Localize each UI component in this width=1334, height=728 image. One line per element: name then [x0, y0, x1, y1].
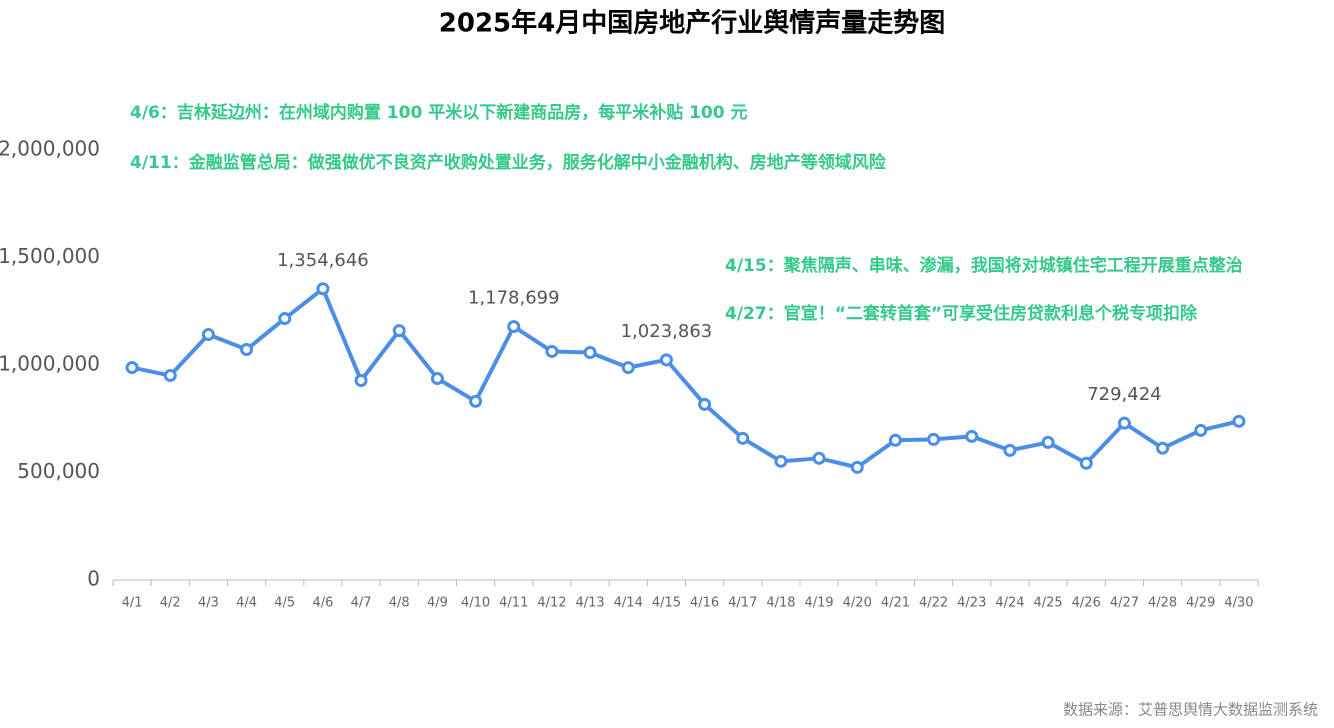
point	[392, 324, 406, 338]
point	[201, 327, 215, 341]
x-tick-label: 4/2	[160, 596, 181, 611]
value-label: 1,023,863	[621, 321, 713, 342]
value-label: 1,178,699	[468, 288, 560, 309]
value-label: 1,354,646	[277, 250, 369, 271]
point	[736, 431, 750, 445]
line	[131, 286, 1240, 470]
x-tick-label: 4/11	[499, 596, 528, 611]
x-tick-label: 4/24	[995, 596, 1024, 611]
y-tick-label: 0	[87, 567, 100, 591]
point	[1041, 435, 1055, 449]
x-tick-label: 4/4	[236, 596, 257, 611]
value-label: 729,424	[1087, 384, 1161, 405]
x-tick-label: 4/30	[1224, 596, 1253, 611]
x-tick-label: 4/15	[652, 596, 681, 611]
x-tick-label: 4/28	[1148, 596, 1177, 611]
x-tick-label: 4/19	[804, 596, 833, 611]
point	[240, 343, 254, 357]
point	[1156, 441, 1170, 455]
point	[1003, 443, 1017, 457]
x-tick-label: 4/29	[1186, 596, 1215, 611]
point	[1117, 416, 1131, 430]
point	[888, 433, 902, 447]
point	[430, 372, 444, 386]
y-tick-label: 2,000,000	[0, 137, 100, 161]
annotation: 4/27：官宣！“二套转首套”可享受住房贷款利息个税专项扣除	[725, 303, 1198, 324]
x-tick-label: 4/9	[427, 596, 448, 611]
point	[927, 432, 941, 446]
point	[163, 369, 177, 383]
point	[774, 454, 788, 468]
point	[1194, 423, 1208, 437]
point	[278, 312, 292, 326]
x-tick-label: 4/16	[690, 596, 719, 611]
x-tick-label: 4/17	[728, 596, 757, 611]
annotation: 4/6：吉林延边州：在州域内购置 100 平米以下新建商品房，每平米补贴 100…	[130, 102, 748, 123]
point	[469, 394, 483, 408]
x-tick-label: 4/26	[1072, 596, 1101, 611]
point	[1079, 456, 1093, 470]
point	[583, 346, 597, 360]
point	[125, 361, 139, 375]
x-tick-label: 4/25	[1033, 596, 1062, 611]
x-tick-label: 4/7	[351, 596, 372, 611]
point	[1232, 414, 1246, 428]
x-tick-label: 4/21	[881, 596, 910, 611]
point	[812, 451, 826, 465]
point	[698, 397, 712, 411]
x-tick-label: 4/20	[843, 596, 872, 611]
x-tick-label: 4/13	[575, 596, 604, 611]
x-tick-label: 4/12	[537, 596, 566, 611]
x-tick-label: 4/27	[1110, 596, 1139, 611]
y-tick-label: 500,000	[17, 459, 100, 483]
point	[659, 353, 673, 367]
x-tick-label: 4/14	[614, 596, 643, 611]
x-tick-label: 4/10	[461, 596, 490, 611]
point	[507, 320, 521, 334]
x-tick-label: 4/1	[122, 596, 143, 611]
y-tick-label: 1,000,000	[0, 352, 100, 376]
point	[965, 429, 979, 443]
point	[316, 282, 330, 296]
x-tick-label: 4/18	[766, 596, 795, 611]
x-tick-label: 4/22	[919, 596, 948, 611]
point	[354, 373, 368, 387]
point	[850, 460, 864, 474]
source: 数据来源：艾普思舆情大数据监测系统	[1063, 701, 1318, 719]
point	[545, 344, 559, 358]
x-tick-label: 4/6	[312, 596, 333, 611]
point	[621, 361, 635, 375]
x-tick-label: 4/8	[389, 596, 410, 611]
annotation: 4/11：金融监管总局：做强做优不良资产收购处置业务，服务化解中小金融机构、房地…	[130, 152, 887, 173]
annotation: 4/15：聚焦隔声、串味、渗漏，我国将对城镇住宅工程开展重点整治	[725, 255, 1243, 276]
chart-title: 2025年4月中国房地产行业舆情声量走势图	[439, 8, 945, 39]
x-tick-label: 4/23	[957, 596, 986, 611]
x-tick-label: 4/5	[274, 596, 295, 611]
y-tick-label: 1,500,000	[0, 244, 100, 268]
x-tick-label: 4/3	[198, 596, 219, 611]
